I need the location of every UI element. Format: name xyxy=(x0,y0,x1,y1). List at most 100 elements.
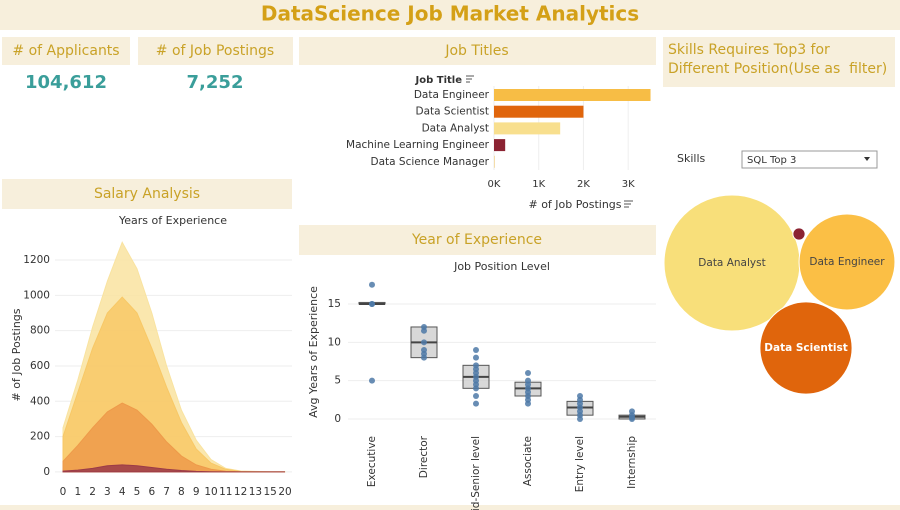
panel-header xyxy=(2,179,292,209)
x-tick-label: 15 xyxy=(264,486,277,498)
x-tick-label: Executive xyxy=(366,436,378,487)
x-tick-label: Entry level xyxy=(574,436,586,492)
point xyxy=(525,369,531,376)
x-tick-label: 4 xyxy=(119,486,126,498)
x-tick-label: 0K xyxy=(488,179,501,190)
x-tick-label: Internship xyxy=(626,436,638,489)
filter-value[interactable]: SQL Top 3 xyxy=(747,155,796,166)
x-tick-label: Associate xyxy=(522,436,534,486)
x-tick-label: 1K xyxy=(532,179,545,190)
y-tick-label: 0 xyxy=(334,413,341,425)
x-tick-label: 3 xyxy=(104,486,111,498)
area xyxy=(62,464,285,473)
panel-title: Salary Analysis xyxy=(94,186,200,202)
x-tick-label: 9 xyxy=(193,486,200,498)
bar xyxy=(494,155,495,168)
x-tick-label: 1 xyxy=(74,486,81,498)
panel-title: Skills Requires Top3 for Different Posit… xyxy=(668,42,888,77)
kpi-header xyxy=(2,37,130,65)
point xyxy=(421,339,427,346)
point xyxy=(525,400,531,407)
panel-header xyxy=(299,225,656,255)
bar xyxy=(494,139,506,152)
sort-icon[interactable] xyxy=(466,75,474,83)
kpi-value: 104,612 xyxy=(25,72,107,93)
x-tick-label: 10 xyxy=(204,486,217,498)
x-tick-label: 5 xyxy=(134,486,141,498)
filter-label: Skills xyxy=(677,152,706,165)
y-tick-label: 1200 xyxy=(23,254,50,266)
y-tick-label: 200 xyxy=(30,431,50,443)
panel-title: Job Titles xyxy=(444,43,508,59)
y-tick-label: Data Engineer xyxy=(414,89,490,101)
y-tick-label: 10 xyxy=(328,336,341,348)
point xyxy=(369,300,375,307)
x-tick-label: 12 xyxy=(234,486,247,498)
y-tick-label: 400 xyxy=(30,395,50,407)
footer-band xyxy=(0,505,900,510)
y-tick-label: 15 xyxy=(328,298,341,310)
x-tick-label: 3K xyxy=(622,179,635,190)
y-tick-label: 1000 xyxy=(23,289,50,301)
point xyxy=(473,354,479,361)
y-tick-label: Data Science Manager xyxy=(371,156,490,168)
x-tick-label: 0 xyxy=(60,486,67,498)
title-band xyxy=(0,0,900,30)
bar xyxy=(494,105,584,118)
x-tick-label: Director xyxy=(418,435,430,478)
panel-title: Year of Experience xyxy=(411,232,542,248)
bubble[interactable] xyxy=(759,301,853,395)
point xyxy=(421,327,427,334)
x-tick-label: 6 xyxy=(148,486,155,498)
bubble-label: Data Analyst xyxy=(698,257,765,269)
x-tick-label: 2 xyxy=(89,486,96,498)
dropdown-arrow[interactable] xyxy=(864,157,870,161)
y-tick-label: 600 xyxy=(30,360,50,372)
chart-subtitle: Years of Experience xyxy=(118,214,227,227)
bar xyxy=(494,122,561,135)
bubble-label: Data Scientist xyxy=(764,342,847,354)
dashboard-title: DataScience Job Market Analytics xyxy=(261,2,639,26)
y-tick-label: Machine Learning Engineer xyxy=(346,139,490,151)
x-tick-label: 8 xyxy=(178,486,185,498)
y-tick-label: 800 xyxy=(30,325,50,337)
y-axis-label: Avg Years of Experience xyxy=(307,286,320,418)
x-tick-label: 13 xyxy=(249,486,262,498)
chart-subtitle: Job Position Level xyxy=(453,260,550,273)
point xyxy=(577,415,583,422)
point xyxy=(421,354,427,361)
y-tick-label: Data Scientist xyxy=(416,106,490,118)
bubble[interactable] xyxy=(792,227,806,241)
x-tick-label: 7 xyxy=(163,486,170,498)
y-tick-label: 0 xyxy=(43,466,50,478)
x-tick-label: Mid-Senior level xyxy=(470,436,482,510)
kpi-label: # of Job Postings xyxy=(156,43,274,59)
point xyxy=(473,392,479,399)
kpi-value: 7,252 xyxy=(187,72,244,93)
x-axis-label: # of Job Postings xyxy=(528,198,621,211)
x-tick-label: 20 xyxy=(278,486,291,498)
x-tick-label: 2K xyxy=(577,179,590,190)
bar xyxy=(494,89,651,101)
bubble-label: Data Engineer xyxy=(809,256,885,268)
y-axis-label: # of Job Postings xyxy=(10,308,23,401)
point xyxy=(473,400,479,407)
panel-header xyxy=(663,37,895,87)
y-tick-label: 5 xyxy=(334,375,341,387)
point xyxy=(369,281,375,288)
point xyxy=(473,385,479,392)
axis-field-label: Job Title xyxy=(415,75,463,86)
bubble[interactable] xyxy=(798,213,896,311)
y-tick-label: Data Analyst xyxy=(422,122,489,134)
kpi-label: # of Applicants xyxy=(12,43,119,59)
point xyxy=(369,377,375,384)
point xyxy=(629,415,635,422)
point xyxy=(473,346,479,353)
panel-header xyxy=(299,37,656,65)
kpi-header xyxy=(138,37,293,65)
sort-icon[interactable] xyxy=(624,200,633,208)
filter-dropdown[interactable] xyxy=(741,150,878,169)
x-tick-label: 11 xyxy=(219,486,232,498)
